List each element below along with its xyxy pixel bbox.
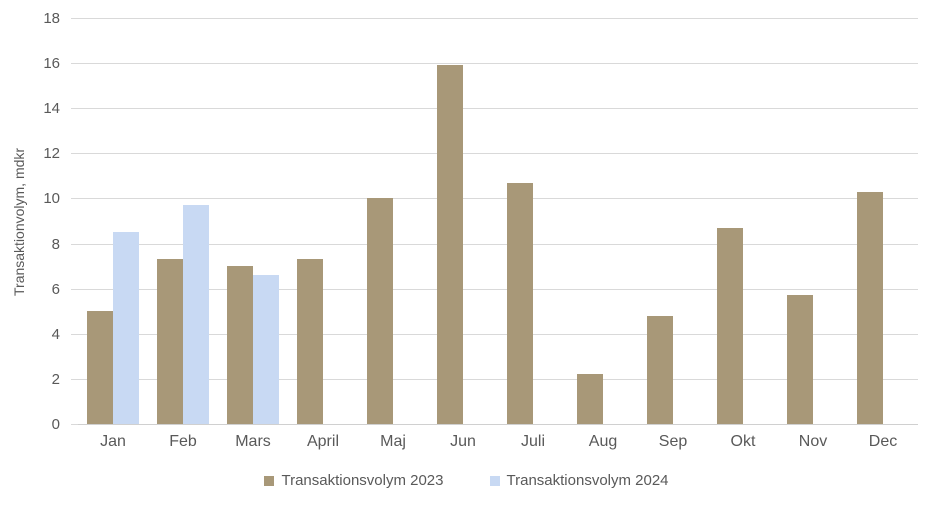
- x-axis-label-aug: Aug: [588, 433, 618, 450]
- bar-jan-2024: [113, 232, 139, 424]
- legend-item-2024: Transaktionsvolym 2024: [489, 472, 669, 489]
- bar-maj-2023: [367, 198, 393, 424]
- bar-aug-2023: [577, 374, 603, 424]
- y-axis-labels: 0 2 4 6 8 10 12 14 16 18: [0, 11, 60, 433]
- x-axis-label-april: April: [306, 433, 339, 450]
- y-tick-2: [71, 378, 78, 380]
- gridline-y6: [78, 288, 918, 290]
- x-axis-label-mars: Mars: [235, 433, 271, 450]
- bar-feb-2023: [157, 259, 183, 424]
- bar-april-2023: [297, 259, 323, 424]
- y-tick-6: [71, 288, 78, 290]
- y-axis-label-0: 0: [51, 416, 60, 433]
- y-axis-label-18: 18: [43, 10, 60, 27]
- legend: Transaktionsvolym 2023 Transaktionsvolym…: [0, 472, 933, 489]
- y-axis-label-4: 4: [51, 325, 60, 343]
- gridline-y10: [78, 198, 918, 200]
- x-axis-label-sep: Sep: [658, 433, 688, 450]
- y-tick-18: [71, 18, 78, 19]
- bar-okt-2023: [717, 227, 743, 424]
- y-axis-label-8: 8: [51, 235, 60, 253]
- bar-jan-2023: [87, 311, 113, 424]
- x-axis-label-dec: Dec: [868, 433, 898, 450]
- y-tick-12: [71, 153, 78, 155]
- bar-jun-2023: [437, 65, 463, 424]
- gridline-y18: [78, 18, 918, 19]
- legend-item-2023: Transaktionsvolym 2023: [264, 472, 444, 489]
- x-axis-labels: Jan Feb Mars April Maj Jun Juli Aug Sep Okt Nov Dec: [78, 433, 918, 453]
- bar-feb-2024: [183, 205, 209, 424]
- y-axis-label-14: 14: [43, 100, 60, 118]
- y-axis-label-12: 12: [43, 145, 60, 163]
- bar-mars-2023: [227, 266, 253, 424]
- bar-nov-2023: [787, 295, 813, 424]
- gridline-y2: [78, 378, 918, 380]
- x-axis-label-okt: Okt: [730, 433, 756, 450]
- legend-label-2024: Transaktionsvolym 2024: [506, 472, 669, 489]
- x-axis-label-juli: Juli: [520, 433, 545, 450]
- y-axis-label-2: 2: [51, 370, 60, 388]
- gridline-y16: [78, 63, 918, 65]
- bar-sep-2023: [647, 315, 673, 424]
- y-tick-16: [71, 63, 78, 65]
- legend-label-2023: Transaktionsvolym 2023: [281, 472, 444, 489]
- gridline-y8: [78, 243, 918, 245]
- bar-juli-2023: [507, 182, 533, 424]
- y-tick-10: [71, 198, 78, 200]
- y-tick-14: [71, 108, 78, 110]
- gridline-y12: [78, 153, 918, 155]
- x-axis-label-jan: Jan: [100, 433, 126, 450]
- gridline-y14: [78, 108, 918, 110]
- y-axis-label-16: 16: [43, 55, 60, 73]
- x-axis-label-nov: Nov: [798, 433, 828, 450]
- y-axis-label-10: 10: [43, 190, 60, 208]
- bar-dec-2023: [857, 191, 883, 424]
- legend-marker-2023-icon: [264, 475, 275, 486]
- x-axis-label-maj: Maj: [380, 433, 406, 450]
- x-axis-label-feb: Feb: [169, 433, 197, 450]
- y-tick-8: [71, 243, 78, 245]
- bar-mars-2024: [253, 275, 279, 424]
- y-tick-4: [71, 333, 78, 335]
- gridline-y4: [78, 333, 918, 335]
- x-axis-label-jun: Jun: [450, 433, 476, 450]
- plot-area: [71, 18, 918, 425]
- y-axis-label-6: 6: [51, 280, 60, 298]
- y-tick-0: [71, 424, 78, 425]
- gridline-y0: [78, 424, 918, 425]
- legend-marker-2024-icon: [489, 475, 500, 486]
